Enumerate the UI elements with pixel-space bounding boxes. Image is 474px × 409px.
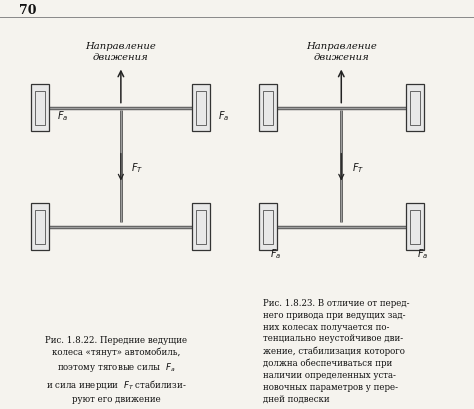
Bar <box>192 203 210 250</box>
Bar <box>406 203 424 250</box>
Text: 70: 70 <box>19 4 36 17</box>
Text: Направление
движения: Направление движения <box>85 42 156 61</box>
Text: $F_a$: $F_a$ <box>417 247 428 261</box>
Bar <box>263 92 273 125</box>
Bar <box>192 85 210 132</box>
Text: Направление
движения: Направление движения <box>306 42 377 61</box>
Bar <box>31 85 49 132</box>
Bar <box>259 203 277 250</box>
Text: $F_a$: $F_a$ <box>270 247 282 261</box>
Bar <box>197 92 206 125</box>
Text: $F_T$: $F_T$ <box>352 161 364 175</box>
Text: $F_a$: $F_a$ <box>57 109 68 123</box>
Bar <box>36 210 45 244</box>
Text: Рис. 1.8.23. В отличие от перед-
него привода при ведущих зад-
них колесах получ: Рис. 1.8.23. В отличие от перед- него пр… <box>263 298 410 403</box>
Bar <box>410 92 419 125</box>
Text: $F_a$: $F_a$ <box>218 109 229 123</box>
Bar <box>31 203 49 250</box>
Bar <box>259 85 277 132</box>
Bar <box>406 85 424 132</box>
Bar <box>410 210 419 244</box>
Text: $F_T$: $F_T$ <box>131 161 144 175</box>
Bar <box>263 210 273 244</box>
Bar <box>36 92 45 125</box>
Bar <box>197 210 206 244</box>
Text: Рис. 1.8.22. Передние ведущие
колеса «тянут» автомобиль,
поэтому тяговые силы  $: Рис. 1.8.22. Передние ведущие колеса «тя… <box>45 335 187 403</box>
